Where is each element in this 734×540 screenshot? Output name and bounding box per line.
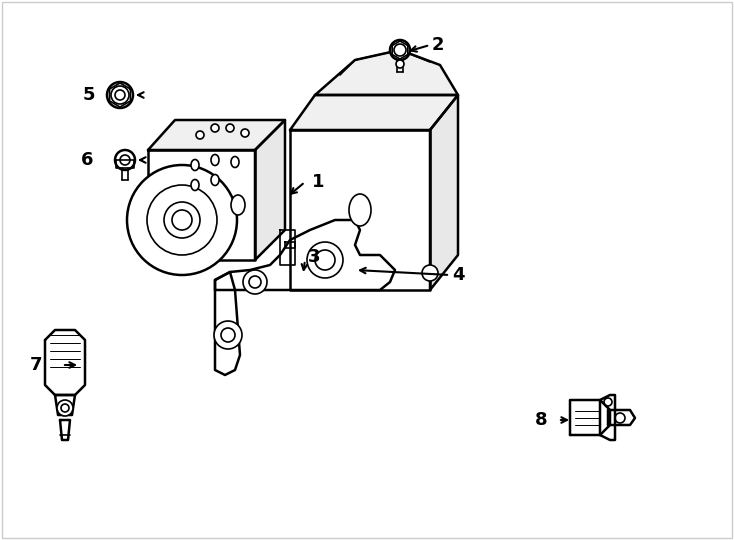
Text: 7: 7 xyxy=(29,356,42,374)
Circle shape xyxy=(396,60,404,68)
Circle shape xyxy=(422,265,438,281)
Polygon shape xyxy=(109,83,131,107)
Circle shape xyxy=(115,150,135,170)
Circle shape xyxy=(211,124,219,132)
Polygon shape xyxy=(290,130,430,290)
Polygon shape xyxy=(255,120,285,260)
Circle shape xyxy=(57,400,73,416)
Ellipse shape xyxy=(211,174,219,186)
Polygon shape xyxy=(392,41,408,59)
Polygon shape xyxy=(148,120,285,150)
Circle shape xyxy=(214,321,242,349)
Circle shape xyxy=(196,131,204,139)
Polygon shape xyxy=(215,272,240,375)
Ellipse shape xyxy=(231,157,239,167)
Text: 3: 3 xyxy=(308,248,321,266)
Text: 8: 8 xyxy=(535,411,548,429)
Circle shape xyxy=(315,250,335,270)
Ellipse shape xyxy=(191,179,199,191)
Text: 6: 6 xyxy=(81,151,93,169)
Polygon shape xyxy=(148,150,255,260)
Circle shape xyxy=(221,328,235,342)
Ellipse shape xyxy=(349,194,371,226)
Polygon shape xyxy=(55,395,75,415)
Ellipse shape xyxy=(231,195,245,215)
Polygon shape xyxy=(600,395,615,440)
Circle shape xyxy=(243,270,267,294)
Ellipse shape xyxy=(191,159,199,171)
Circle shape xyxy=(390,40,410,60)
Polygon shape xyxy=(290,95,458,130)
Circle shape xyxy=(127,165,237,275)
Text: 1: 1 xyxy=(312,173,324,191)
Circle shape xyxy=(249,276,261,288)
Polygon shape xyxy=(215,220,395,290)
Ellipse shape xyxy=(211,154,219,165)
Polygon shape xyxy=(315,50,458,95)
Circle shape xyxy=(226,124,234,132)
Circle shape xyxy=(241,129,249,137)
Text: 4: 4 xyxy=(452,266,465,284)
Circle shape xyxy=(615,413,625,423)
Polygon shape xyxy=(570,400,610,435)
Text: 2: 2 xyxy=(432,36,445,54)
Circle shape xyxy=(307,242,343,278)
Polygon shape xyxy=(285,242,295,248)
Circle shape xyxy=(107,82,133,108)
Polygon shape xyxy=(430,95,458,290)
Polygon shape xyxy=(45,330,85,395)
Text: 5: 5 xyxy=(82,86,95,104)
Polygon shape xyxy=(280,230,295,265)
Polygon shape xyxy=(608,410,635,425)
Polygon shape xyxy=(60,420,70,440)
Polygon shape xyxy=(116,160,134,168)
